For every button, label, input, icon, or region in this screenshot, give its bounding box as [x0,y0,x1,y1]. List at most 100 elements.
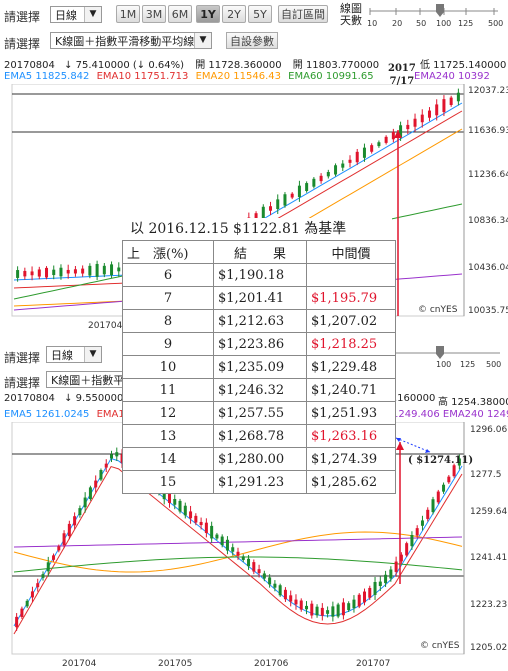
days-slider-2[interactable]: 100 125 500 [380,344,504,370]
price-target-table: 上 漲(%) 結 果 中間價 6 $1,190.18 7 $1,201.41 $1,19… [122,240,396,494]
x-tick: 201706 [254,659,289,669]
candle-body [290,193,294,198]
candle-body [210,525,214,539]
slider-tick: 125 [458,19,473,28]
candle-body [262,573,266,579]
table-cell: 7 [122,286,214,310]
table-cell: 8 [122,309,214,333]
slider-tick: 500 [486,360,501,369]
table-cell: 14 [122,447,214,471]
candle-body [377,142,381,147]
candle-body [384,574,388,584]
x-tick: 201704 [88,321,123,331]
table-cell: 13 [122,424,214,448]
candle-body [436,491,440,503]
candle-body [320,607,324,616]
select-label-2: 請選擇 [4,351,41,365]
candle-body [276,199,280,209]
info-change: ↓ 75.410000 (↓ 0.64%) [64,60,185,71]
timeframe-3m-button[interactable]: 3M [142,5,166,23]
candle-body [357,594,361,607]
candle-body [215,534,219,539]
candle-body [81,268,85,274]
arrow-right-icon [425,449,430,453]
table-cell: $1,251.93 [306,401,396,425]
custom-params-button[interactable]: 自設參數 [226,32,278,49]
candle-body [257,569,261,574]
candle-body [427,110,431,118]
candle-body [355,151,359,163]
candle-body [294,599,298,605]
candle-body [73,516,77,526]
candle-body [268,577,272,585]
candle-body [167,492,171,503]
candle-body [449,97,453,105]
candle-body [391,131,395,140]
candle-body [315,606,319,616]
candle-body [362,591,366,603]
candle-body [426,509,430,519]
timeframe-2y-button[interactable]: 2Y [222,5,246,23]
candle-body [30,591,34,598]
upper-ema-legend: EMA5 11825.842 EMA10 11751.713 EMA20 115… [4,71,374,82]
table-cell: 11 [122,378,214,402]
candle-body [52,269,56,276]
candle-body [431,499,435,513]
ema240-legend: EMA240 10392 [414,71,490,82]
candle-body [457,458,461,466]
period-select[interactable]: 日線 ▼ [50,6,102,23]
y-tick: 1259.64 [470,507,507,517]
slider-tick: 10 [367,19,377,28]
y-tick: 1241.41 [470,553,507,563]
chart-type-label-2: 請選擇 [4,376,41,390]
info-high: 開 11803.770000 [292,60,380,71]
candle-body [384,136,388,143]
table-row: 11 $1,246.32 $1,240.71 [122,378,396,402]
timeframe-5y-button[interactable]: 5Y [248,5,272,23]
candle-body [348,159,352,163]
candle-body [278,585,282,596]
ema60-legend: EMA60 10991.65 [288,71,374,82]
candle-body [178,500,182,512]
candle-body [283,589,287,600]
lower-ema5-legend: EMA5 1261.0245 [4,409,90,420]
timeframe-6m-button[interactable]: 6M [168,5,192,23]
days-slider[interactable]: 10 20 50 100 125 500 [366,2,504,30]
candle-body [331,606,335,617]
candle-body [94,480,98,488]
period-select-value: 日線 [55,9,77,22]
custom-range-button[interactable]: 自訂區間 [278,5,328,23]
candle-body [52,555,56,560]
table-row: 9 $1,223.86 $1,218.25 [122,332,396,356]
table-header: 中間價 [306,240,396,264]
table-cell: $1,190.18 [213,263,307,287]
candle-body [413,118,417,127]
y-tick: 10836.34 [468,216,508,226]
candle-body [420,114,424,123]
candle-body [405,543,409,556]
chart-type-select-2[interactable]: K線圖＋指數平 [46,371,126,388]
slider-tick: 125 [460,360,475,369]
table-cell: 12 [122,401,214,425]
timeframe-1y-button[interactable]: 1Y [196,5,220,23]
candle-body [36,583,40,588]
table-cell: $1,235.09 [213,355,307,379]
annotation-year: 2017 [388,63,416,74]
y-tick: 10035.75 [468,306,508,316]
candle-body [57,546,61,551]
y-tick: 1277.5 [470,470,502,480]
candle-body [341,602,345,616]
y-tick: 1223.23 [470,600,507,610]
y-tick: 11636.93 [468,126,508,136]
candle-body [406,124,410,130]
candle-body [336,604,340,617]
annotation-date: 7/17 [389,76,415,87]
info-date: 20170804 [4,60,55,71]
chart-type-select[interactable]: K線圖＋指數平滑移動平均線 ▼ [50,32,212,49]
period-select-2[interactable]: 日線 ▼ [46,346,102,363]
timeframe-1m-button[interactable]: 1M [116,5,140,23]
candle-body [173,499,177,505]
candle-body [241,556,245,560]
candle-body [45,267,49,278]
candle-body [110,454,114,459]
